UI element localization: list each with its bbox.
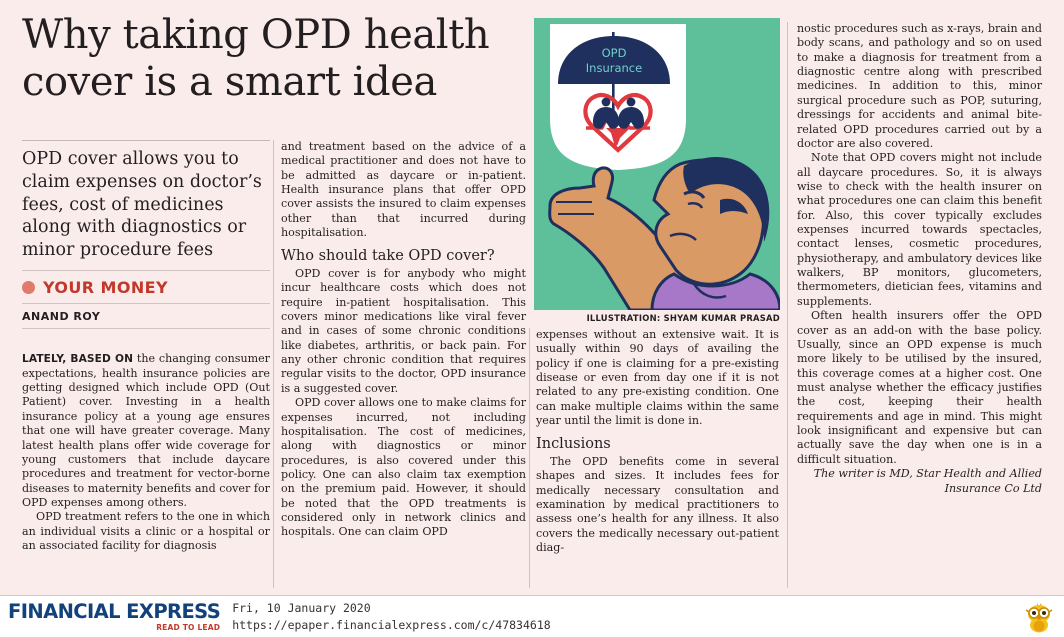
column-rule xyxy=(273,140,274,588)
body-column-4: nostic procedures such as x-rays, brain … xyxy=(797,22,1042,496)
divider-below-byline xyxy=(22,327,270,329)
kicker-label: YOUR MONEY xyxy=(43,277,168,297)
byline: ANAND ROY xyxy=(22,309,101,323)
bullet-icon xyxy=(22,280,35,294)
man-figure xyxy=(548,156,780,310)
article-illustration: OPD Insurance xyxy=(534,18,780,310)
subheading-who-should-take-opd-cover: Who should take OPD cover? xyxy=(281,247,495,264)
divider-above-byline xyxy=(22,302,270,304)
section-kicker[interactable]: YOUR MONEY xyxy=(22,271,270,303)
logo-tagline: READ TO LEAD xyxy=(156,622,221,632)
paragraph: OPD treatment refers to the one in which… xyxy=(22,510,270,553)
lead-in-text: LATELY, BASED ON xyxy=(22,353,134,365)
source-url[interactable]: https://epaper.financialexpress.com/c/47… xyxy=(232,617,551,632)
paragraph: The OPD benefits come in several shapes … xyxy=(536,454,779,555)
financial-express-logo[interactable]: FINANCIAL EXPRESS READ TO LEAD xyxy=(8,600,221,632)
column-rule xyxy=(787,22,788,588)
owl-icon xyxy=(1025,602,1053,632)
divider-above-kicker xyxy=(22,269,270,271)
heart-family-logo xyxy=(583,92,653,153)
paragraph: nostic procedures such as x-rays, brain … xyxy=(797,22,1042,150)
divider-top xyxy=(22,140,270,141)
body-column-1: LATELY, BASED ON the changing consumer e… xyxy=(22,352,270,553)
paragraph: and treatment based on the advice of a m… xyxy=(281,140,526,240)
umbrella-label-line2: Insurance xyxy=(586,61,642,75)
paragraph: LATELY, BASED ON the changing consumer e… xyxy=(22,352,270,510)
body-column-2: and treatment based on the advice of a m… xyxy=(281,140,526,540)
logo-wordmark: FINANCIAL EXPRESS xyxy=(8,600,221,623)
publication-date: Fri, 10 January 2020 xyxy=(232,600,371,615)
body-column-3: expenses without an extensive wait. It i… xyxy=(536,328,779,555)
umbrella-label-line1: OPD xyxy=(602,46,627,60)
article-body: Why taking OPD health cover is a smart i… xyxy=(22,12,1042,588)
page-title: Why taking OPD health cover is a smart i… xyxy=(22,12,490,105)
opd-insurance-illustration: OPD Insurance xyxy=(534,18,780,310)
paragraph: Often health insurers offer the OPD cove… xyxy=(797,309,1042,466)
footer-meta: Fri, 10 January 2020 https://epaper.fina… xyxy=(232,600,551,633)
subheading-inclusions: Inclusions xyxy=(536,435,611,452)
column-rule xyxy=(529,328,530,588)
epaper-footer: FINANCIAL EXPRESS READ TO LEAD Fri, 10 J… xyxy=(0,595,1064,637)
article-rail: OPD cover allows you to claim expenses o… xyxy=(22,140,270,329)
author-signoff: The writer is MD, Star Health and Allied… xyxy=(813,467,1042,495)
paragraph: OPD cover is for anybody who might incur… xyxy=(281,266,526,395)
standfirst: OPD cover allows you to claim expenses o… xyxy=(22,149,262,260)
paragraph: OPD cover allows one to make claims for … xyxy=(281,396,526,539)
paragraph-text: the changing consumer expectations, heal… xyxy=(22,352,270,509)
paragraph: expenses without an extensive wait. It i… xyxy=(536,328,779,428)
paragraph: Note that OPD covers might not include a… xyxy=(797,151,1042,308)
illustration-credit: ILLUSTRATION: SHYAM KUMAR PRASAD xyxy=(586,313,780,323)
